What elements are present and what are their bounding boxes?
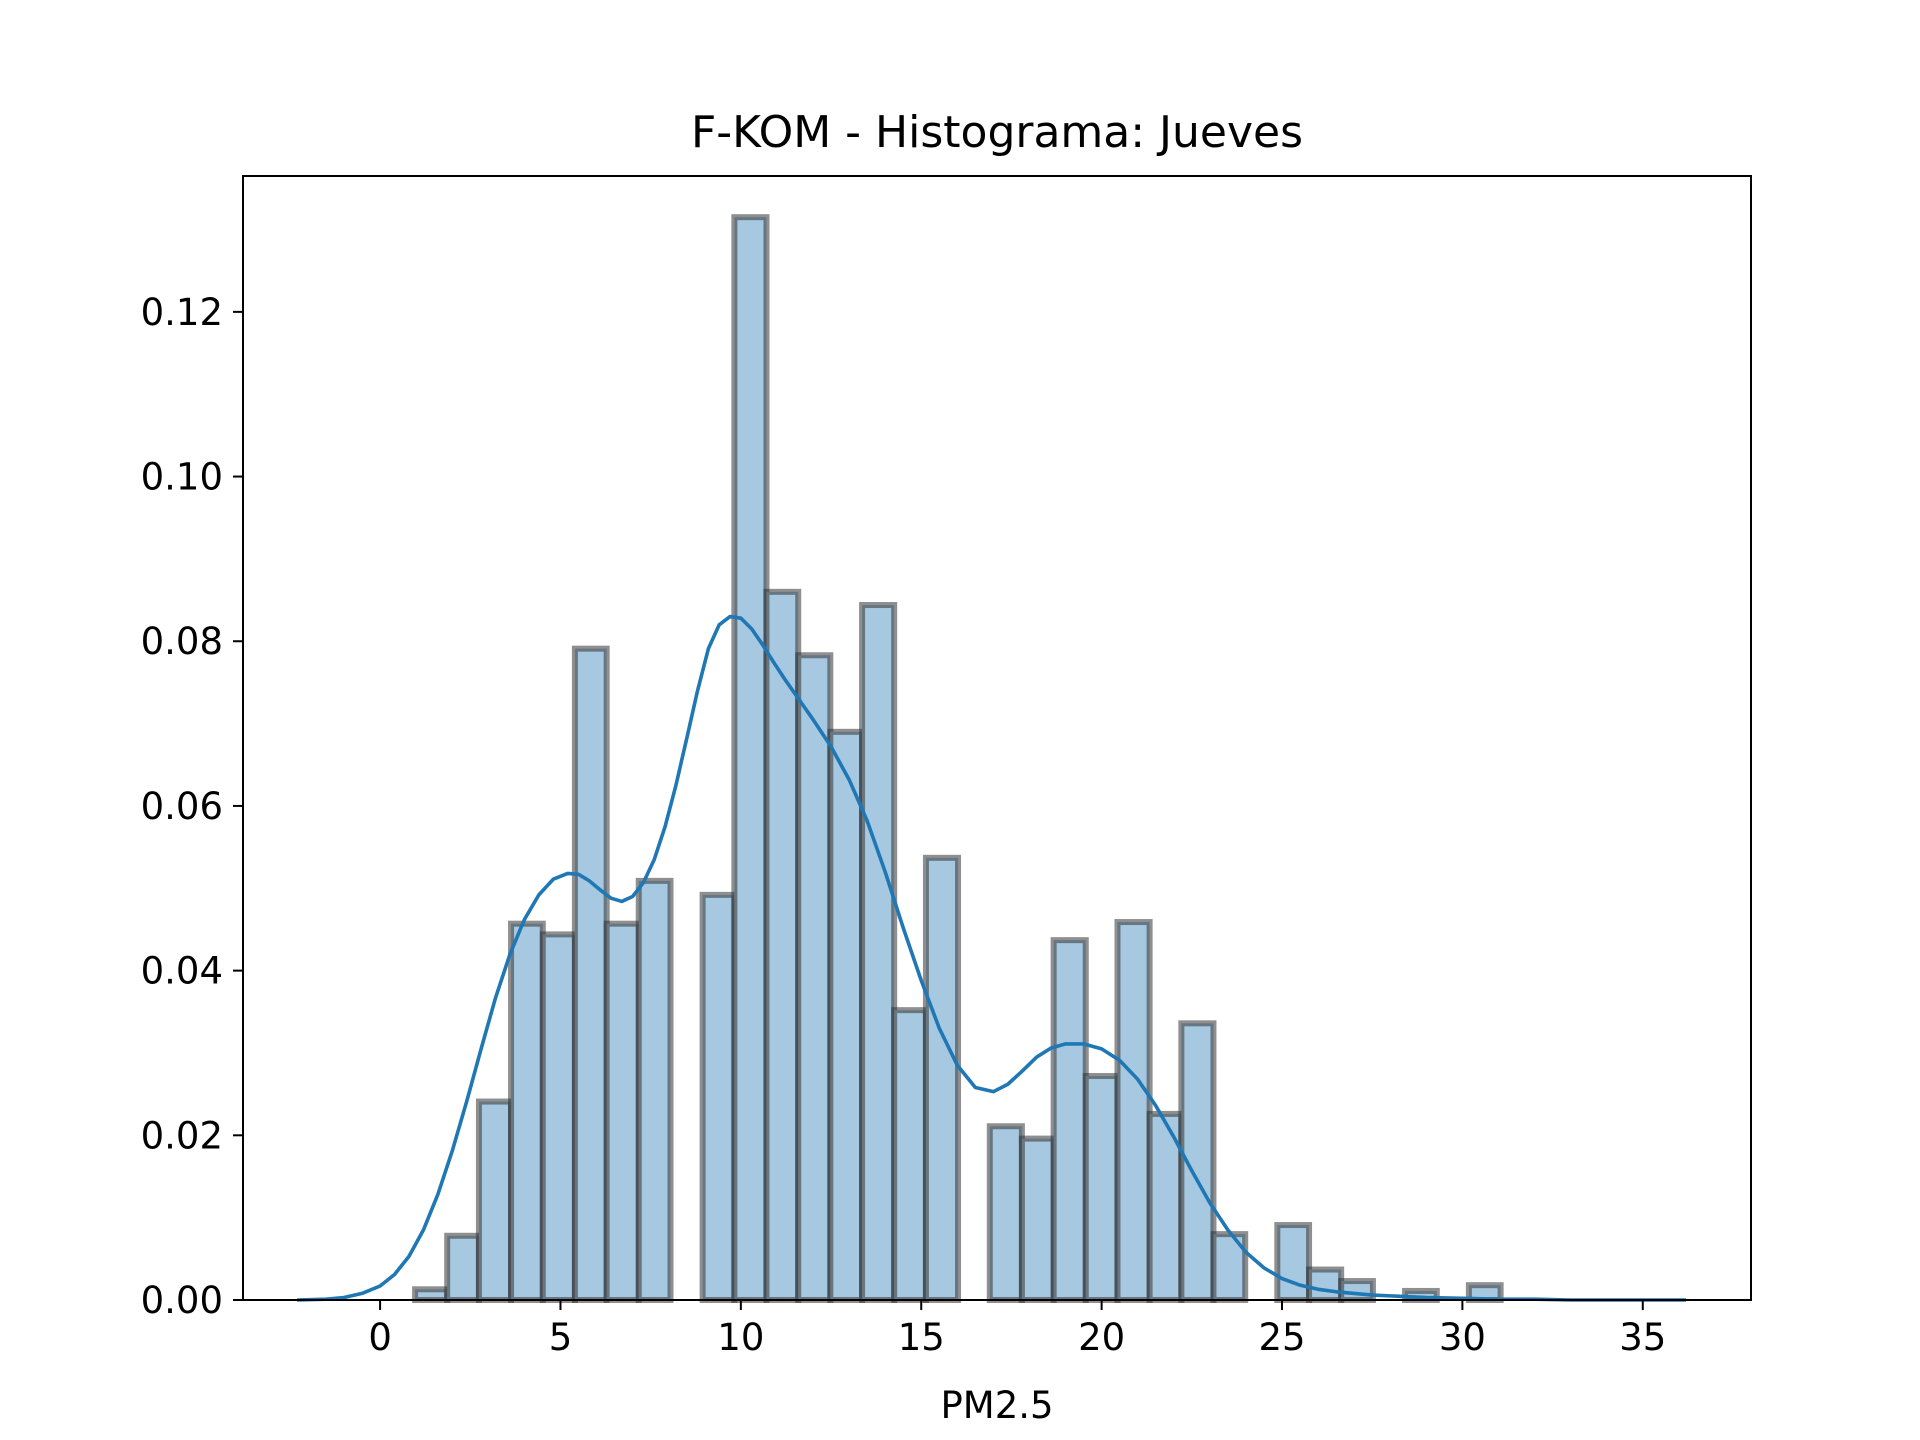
axes-frame (242, 175, 1752, 1301)
histogram-bar (922, 854, 962, 1303)
x-tick-label: 35 (1619, 1316, 1666, 1359)
histogram-bar (603, 920, 642, 1304)
histogram-bar (571, 645, 610, 1303)
x-tick-label: 25 (1258, 1316, 1305, 1359)
histogram-bar (1018, 1135, 1057, 1303)
histogram-bar (1082, 1073, 1121, 1303)
histogram-bar (731, 214, 770, 1304)
histogram-bar (827, 728, 866, 1303)
histogram-bar (1114, 919, 1153, 1303)
x-tick-label: 15 (898, 1316, 945, 1359)
x-axis: 0 5 10 15 20 25 30 35 (368, 1300, 1666, 1359)
y-tick-label: 0.00 (141, 1279, 223, 1322)
histogram-bar (699, 891, 738, 1303)
y-tick-label: 0.04 (141, 950, 223, 993)
histogram-bar (795, 652, 834, 1303)
x-tick-label: 0 (368, 1316, 392, 1359)
histogram-bar (1050, 937, 1089, 1304)
histogram-bar (1338, 1278, 1376, 1303)
chart-title: F-KOM - Histograma: Jueves (691, 107, 1303, 158)
histogram-bar (859, 602, 898, 1303)
histogram-bar (539, 931, 578, 1304)
y-tick-label: 0.12 (141, 291, 223, 334)
histogram-bar (475, 1098, 515, 1303)
bars-layer (412, 214, 1504, 1304)
histogram-bar (891, 1007, 929, 1304)
x-tick-label: 30 (1439, 1316, 1486, 1359)
histogram-bar (986, 1123, 1025, 1304)
histogram-bar (508, 920, 546, 1304)
x-tick-label: 20 (1078, 1316, 1125, 1359)
histogram-bar (635, 877, 674, 1303)
x-axis-label: PM2.5 (940, 1384, 1053, 1427)
histogram-bar (1306, 1266, 1345, 1303)
histogram-bar (412, 1286, 451, 1304)
y-tick-label: 0.08 (141, 620, 223, 663)
histogram-bar (763, 588, 802, 1303)
y-axis: 0.00 0.02 0.04 0.06 0.08 0.10 0.12 (141, 291, 243, 1322)
x-tick-label: 5 (549, 1316, 573, 1359)
kde-curve (297, 614, 1687, 1302)
x-tick-label: 10 (717, 1316, 764, 1359)
y-tick-label: 0.02 (141, 1114, 223, 1157)
histogram-bar (444, 1232, 482, 1304)
y-tick-label: 0.06 (141, 785, 223, 828)
y-tick-label: 0.10 (141, 456, 223, 499)
histogram-bar (1274, 1222, 1313, 1303)
